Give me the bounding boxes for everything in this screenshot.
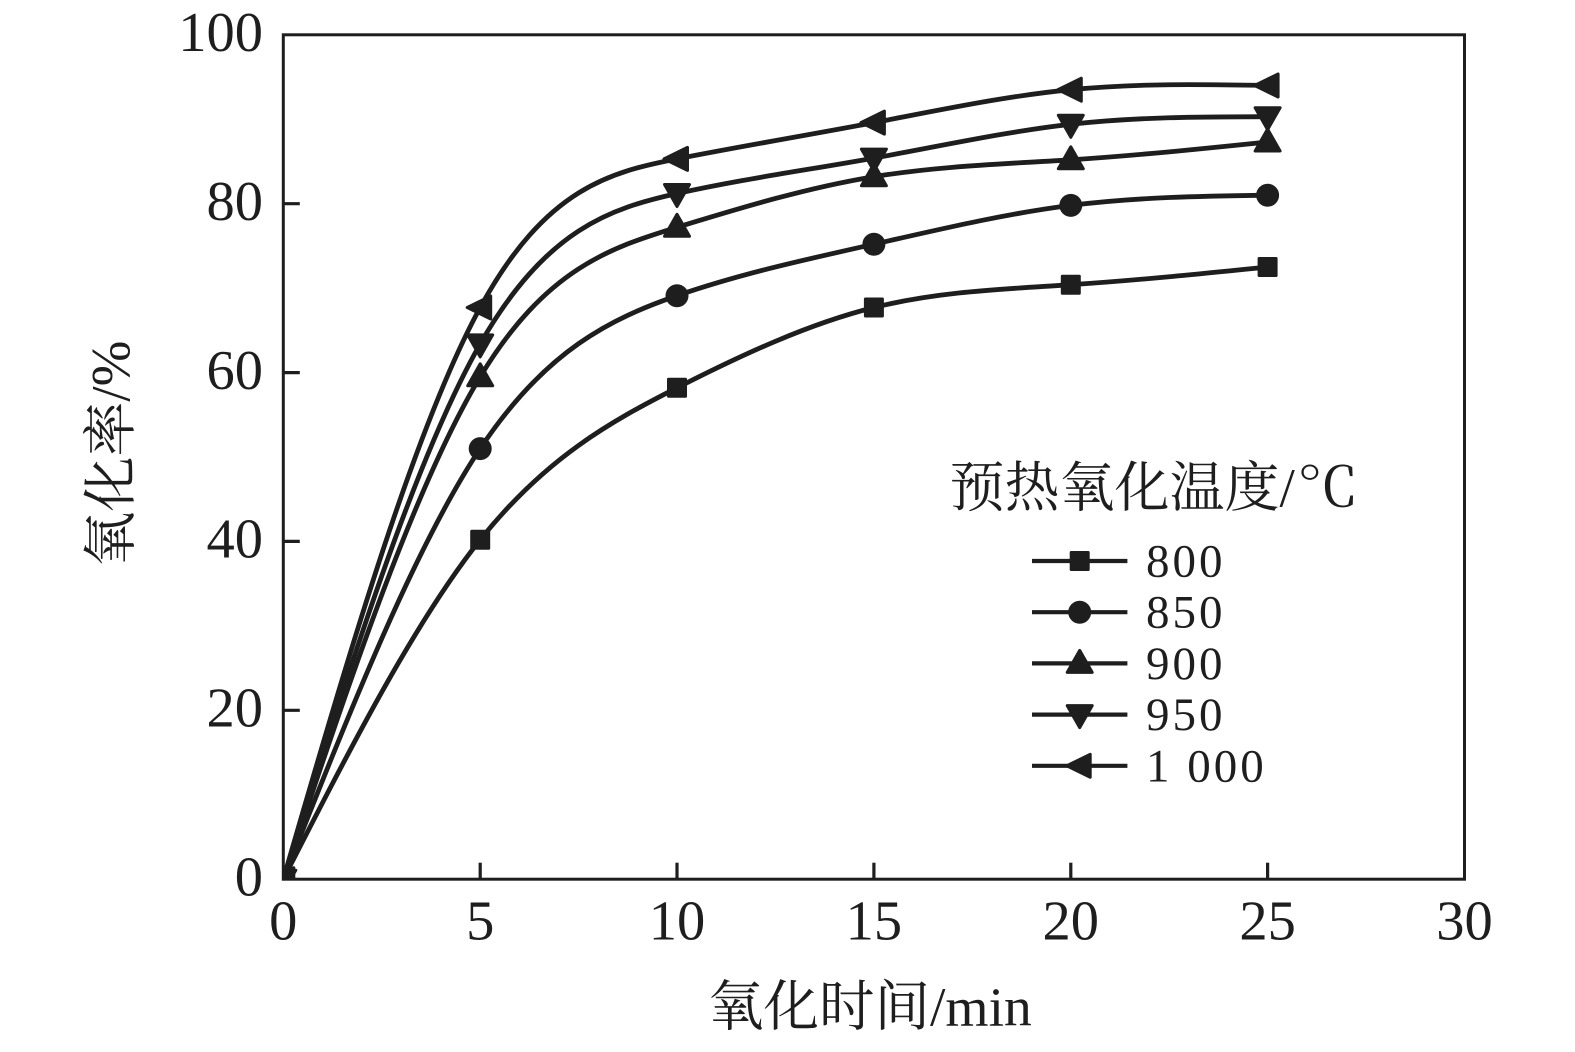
svg-text:1 000: 1 000 [1146,740,1267,792]
svg-text:20: 20 [1043,891,1100,953]
svg-text:0: 0 [235,846,263,908]
svg-text:800: 800 [1146,536,1226,588]
svg-text:100: 100 [178,2,263,64]
svg-text:850: 850 [1146,587,1226,639]
svg-text:20: 20 [207,678,264,740]
svg-text:25: 25 [1239,891,1296,953]
svg-text:40: 40 [207,509,264,571]
svg-text:15: 15 [846,891,903,953]
svg-text:900: 900 [1146,638,1226,690]
svg-text:/%: /% [81,340,142,401]
svg-text:80: 80 [207,171,264,233]
svg-text:/min: /min [930,978,1032,1039]
svg-text:10: 10 [649,891,706,953]
svg-text:60: 60 [207,340,264,402]
svg-text:950: 950 [1146,689,1226,741]
svg-text:5: 5 [466,891,494,953]
svg-text:0: 0 [269,891,297,953]
svg-text:30: 30 [1436,891,1493,953]
svg-text:/: / [1280,458,1296,519]
